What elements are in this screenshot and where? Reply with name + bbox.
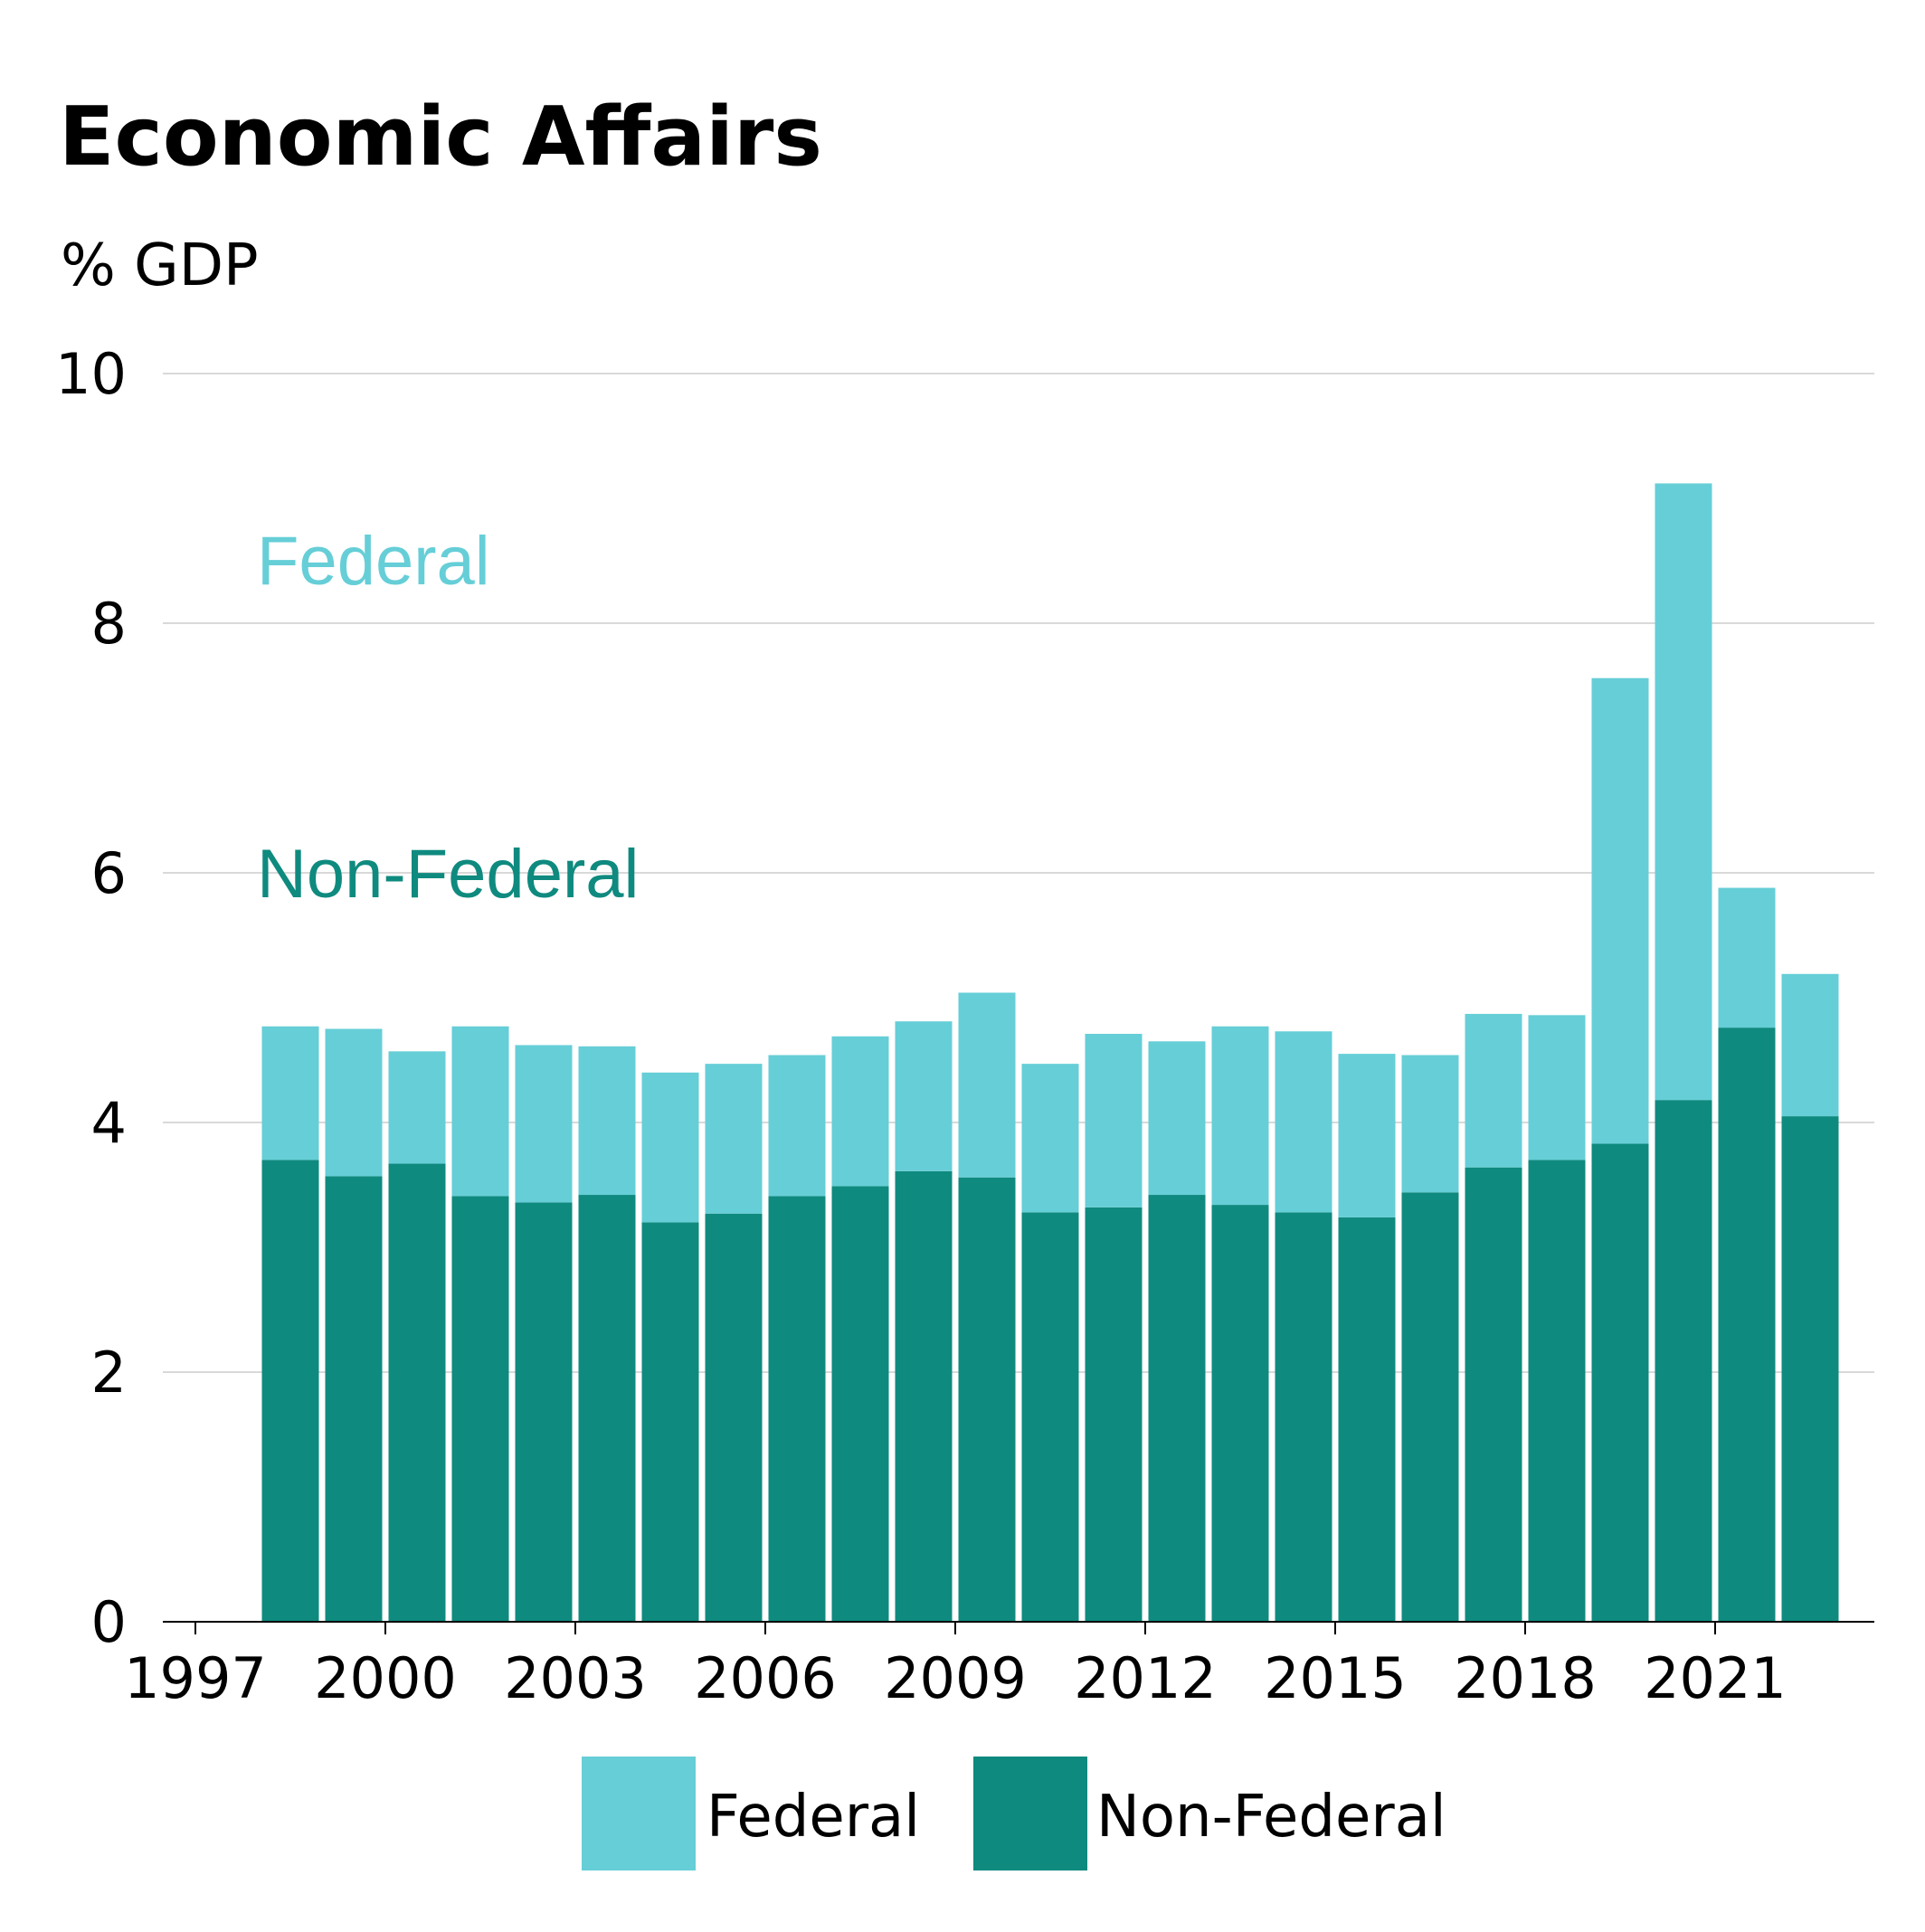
bar-federal-2007 [831,1036,889,1187]
annotation-federal: Federal [257,523,490,600]
bar-non-federal-2013 [1211,1205,1269,1622]
bar-federal-2008 [895,1021,953,1171]
x-tick-label-1997: 1997 [124,1645,267,1711]
bar-non-federal-2014 [1275,1212,1332,1622]
y-axis-ticks: 0 2 4 6 8 10 [55,341,127,1655]
legend-label-federal: Federal [706,1784,920,1851]
bar-federal-2003 [578,1046,636,1196]
bar-non-federal-2007 [831,1186,889,1622]
bar-non-federal-2006 [768,1196,826,1622]
bar-federal-2004 [641,1072,699,1223]
bar-non-federal-2018 [1528,1160,1586,1622]
bar-federal-2005 [705,1064,763,1214]
y-axis-unit-label: % GDP [61,232,259,299]
legend-swatch-federal [582,1757,696,1870]
legend: Federal Non-Federal [582,1757,1446,1870]
bar-federal-1998 [261,1026,319,1160]
bar-non-federal-2016 [1401,1192,1459,1622]
legend-swatch-non-federal [973,1757,1087,1870]
bar-federal-2012 [1148,1041,1206,1196]
x-tick-label-2009: 2009 [884,1645,1027,1711]
x-tick-label-2006: 2006 [694,1645,837,1711]
bar-federal-2006 [768,1055,826,1197]
bar-non-federal-2020 [1655,1100,1712,1622]
bar-non-federal-1999 [325,1176,383,1622]
bar-federal-2010 [1021,1064,1079,1213]
bar-federal-2000 [388,1051,446,1164]
x-tick-label-2000: 2000 [314,1645,457,1711]
bar-non-federal-2019 [1591,1143,1649,1622]
bar-federal-2011 [1085,1034,1143,1208]
bar-federal-2019 [1591,677,1649,1144]
bar-federal-2002 [515,1045,573,1203]
legend-label-non-federal: Non-Federal [1096,1784,1446,1851]
bar-non-federal-1998 [261,1160,319,1622]
bar-non-federal-2017 [1465,1167,1522,1622]
y-tick-label-10: 10 [55,341,127,407]
gridlines [163,373,1874,1373]
bar-federal-2009 [958,992,1016,1178]
y-tick-label-2: 2 [91,1340,127,1406]
bar-non-federal-2022 [1781,1116,1839,1622]
bar-non-federal-2001 [451,1196,509,1622]
y-tick-label-0: 0 [91,1589,127,1655]
bar-federal-1999 [325,1028,383,1177]
bar-non-federal-2005 [705,1213,763,1622]
bar-federal-2020 [1655,483,1712,1101]
x-tick-label-2012: 2012 [1074,1645,1217,1711]
bar-non-federal-2002 [515,1202,573,1622]
bar-non-federal-2010 [1021,1212,1079,1622]
bar-federal-2016 [1401,1055,1459,1193]
bar-non-federal-2012 [1148,1195,1206,1622]
bar-federal-2013 [1211,1026,1269,1206]
bars [261,483,1839,1622]
bar-non-federal-2004 [641,1222,699,1622]
bar-federal-2017 [1465,1013,1522,1168]
bar-federal-2014 [1275,1031,1332,1213]
x-axis-ticks: 1997 2000 2003 2006 2009 2012 2015 2018 2021 [124,1622,1787,1711]
bar-non-federal-2015 [1338,1217,1396,1622]
x-tick-label-2021: 2021 [1644,1645,1787,1711]
bar-federal-2021 [1718,887,1776,1028]
x-tick-label-2015: 2015 [1264,1645,1407,1711]
x-tick-label-2003: 2003 [504,1645,647,1711]
bar-non-federal-2003 [578,1195,636,1622]
bar-non-federal-2011 [1085,1207,1143,1622]
bar-non-federal-2021 [1718,1028,1776,1622]
bar-federal-2015 [1338,1054,1396,1217]
bar-federal-2001 [451,1026,509,1197]
y-tick-label-6: 6 [91,840,127,906]
bar-non-federal-2008 [895,1170,953,1622]
bar-non-federal-2000 [388,1163,446,1622]
bar-non-federal-2009 [958,1177,1016,1622]
bar-federal-2018 [1528,1015,1586,1160]
y-tick-label-4: 4 [91,1090,127,1156]
x-tick-label-2018: 2018 [1454,1645,1597,1711]
chart-title: Economic Affairs [59,90,822,185]
y-tick-label-8: 8 [91,591,127,657]
bar-federal-2022 [1781,973,1839,1117]
annotation-non-federal: Non-Federal [257,836,639,913]
